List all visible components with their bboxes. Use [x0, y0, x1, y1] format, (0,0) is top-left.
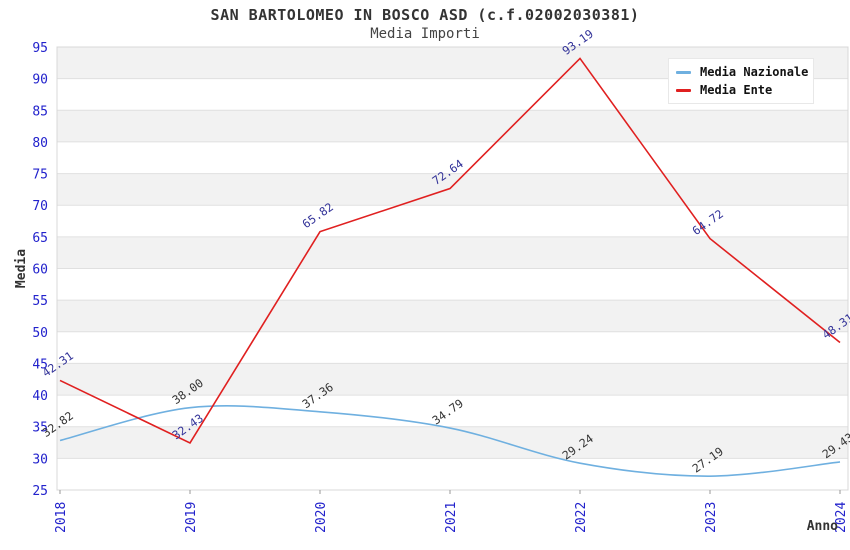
y-tick-label: 75 — [32, 168, 48, 183]
y-tick-label: 65 — [32, 231, 48, 246]
y-tick-label: 35 — [32, 421, 48, 436]
x-tick-label: 2018 — [54, 502, 69, 533]
y-tick-label: 85 — [32, 104, 48, 119]
legend-swatch-1 — [676, 88, 691, 92]
y-tick-label: 25 — [32, 484, 48, 499]
legend-label-media-nazionale: Media Nazionale — [700, 65, 809, 79]
legend: Media Nazionale Media Ente — [668, 58, 814, 104]
plot-band — [57, 173, 848, 206]
legend-label-media-ente: Media Ente — [700, 83, 773, 97]
plot-border — [56, 46, 849, 491]
y-tick-label: 45 — [32, 357, 48, 372]
y-tick-label: 90 — [32, 73, 48, 88]
x-tick-label: 2023 — [704, 502, 719, 533]
plot-band — [57, 141, 848, 174]
y-tick-label: 50 — [32, 326, 48, 341]
y-tick-label: 95 — [32, 41, 48, 56]
x-tick-label: 2020 — [314, 502, 329, 533]
legend-swatch-0 — [676, 70, 691, 74]
y-tick-label: 70 — [32, 199, 48, 214]
legend-item-media-nazionale: Media Nazionale — [676, 63, 813, 81]
plot-band — [57, 236, 848, 269]
x-tick-label: 2022 — [574, 502, 589, 533]
y-tick-label: 30 — [32, 452, 48, 467]
plot-band — [57, 300, 848, 332]
legend-item-media-ente: Media Ente — [676, 81, 813, 99]
plot-band — [57, 205, 848, 237]
y-tick-label: 55 — [32, 294, 48, 309]
plot-band — [57, 395, 848, 427]
plot-band — [57, 363, 848, 396]
y-tick-label: 40 — [32, 389, 48, 404]
plot-band — [57, 110, 848, 142]
y-axis-title: Media — [14, 249, 29, 288]
series-line-1 — [59, 57, 841, 445]
chart-subtitle: Media Importi — [370, 26, 480, 42]
x-tick-label: 2024 — [834, 502, 849, 533]
plot-band — [57, 331, 848, 364]
x-axis-title: Anno — [807, 519, 838, 534]
x-tick-label: 2019 — [184, 502, 199, 533]
x-tick-label: 2021 — [444, 502, 459, 533]
chart-title: SAN BARTOLOMEO IN BOSCO ASD (c.f.0200203… — [210, 6, 640, 24]
plot-band — [57, 268, 848, 301]
plot-band — [57, 458, 848, 490]
y-tick-label: 60 — [32, 263, 48, 278]
series-line-0 — [59, 405, 841, 477]
y-tick-label: 80 — [32, 136, 48, 151]
